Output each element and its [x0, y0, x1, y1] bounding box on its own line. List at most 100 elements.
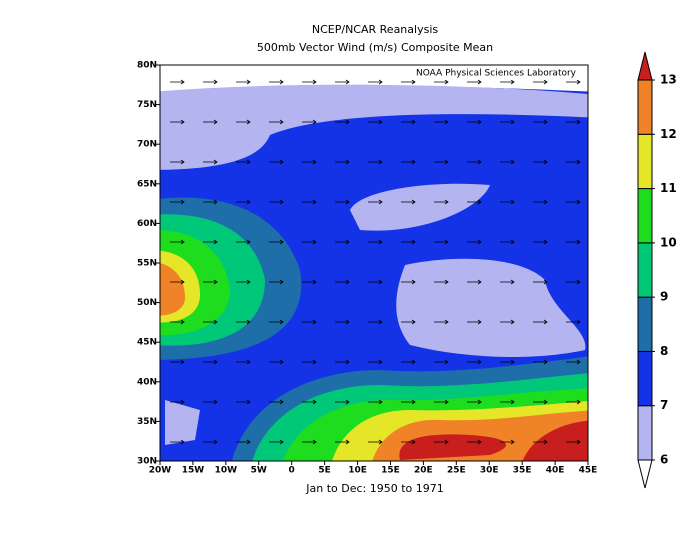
wind-arrow — [533, 119, 548, 125]
wind-arrow — [170, 159, 185, 165]
wind-arrow — [170, 239, 185, 245]
wind-arrow — [368, 79, 383, 85]
wind-arrow — [170, 279, 185, 285]
colorbar-label: 9 — [660, 290, 668, 304]
wind-arrow — [500, 439, 515, 445]
y-tick-label: 65N — [137, 179, 157, 189]
y-tick-label: 75N — [137, 100, 157, 110]
colorbar-label: 13 — [660, 73, 677, 87]
x-tick-label: 20W — [149, 466, 172, 476]
wind-arrow — [203, 399, 218, 405]
x-tick-label: 15E — [381, 466, 400, 476]
wind-arrow — [434, 439, 449, 445]
wind-arrow — [533, 159, 548, 165]
wind-arrow — [170, 119, 185, 125]
y-tick-label: 70N — [137, 140, 157, 150]
wind-arrow — [401, 439, 416, 445]
wind-arrow — [302, 159, 317, 165]
x-tick-label: 20E — [414, 466, 433, 476]
x-tick-label: 30E — [480, 466, 499, 476]
wind-arrow — [170, 199, 185, 205]
wind-arrow — [236, 399, 251, 405]
wind-arrow — [236, 159, 251, 165]
wind-arrow — [335, 359, 350, 365]
wind-arrow — [269, 119, 284, 125]
wind-arrow — [500, 159, 515, 165]
subtitle: 500mb Vector Wind (m/s) Composite Mean — [257, 41, 493, 54]
wind-arrow — [236, 319, 251, 325]
wind-arrow — [335, 319, 350, 325]
wind-arrow — [335, 239, 350, 245]
wind-arrow — [269, 239, 284, 245]
wind-arrow — [203, 199, 218, 205]
wind-arrow — [533, 239, 548, 245]
wind-arrow — [203, 319, 218, 325]
wind-arrow — [467, 319, 482, 325]
wind-arrow — [500, 239, 515, 245]
x-tick-label: 25E — [447, 466, 466, 476]
wind-arrow — [467, 119, 482, 125]
wind-arrow — [203, 359, 218, 365]
wind-arrow — [500, 359, 515, 365]
wind-arrow — [236, 279, 251, 285]
colorbar: 6 7 8 9 10 11 12 13 — [637, 51, 677, 489]
y-tick-label: 45N — [137, 338, 157, 348]
colorbar-band — [637, 350, 653, 407]
x-tick-label: 5W — [251, 466, 267, 476]
wind-arrow — [566, 119, 581, 125]
y-tick-label: 35N — [137, 417, 157, 427]
colorbar-band — [637, 405, 653, 461]
wind-arrow — [269, 359, 284, 365]
wind-arrow — [302, 79, 317, 85]
wind-arrow — [434, 399, 449, 405]
x-tick-label: 35E — [513, 466, 532, 476]
wind-arrow — [302, 239, 317, 245]
wind-arrow — [302, 119, 317, 125]
wind-arrow — [302, 359, 317, 365]
wind-arrow — [236, 239, 251, 245]
wind-arrow — [533, 359, 548, 365]
wind-arrow — [203, 439, 218, 445]
wind-arrow — [566, 159, 581, 165]
wind-arrow — [467, 279, 482, 285]
wind-arrow — [203, 239, 218, 245]
x-tick-label: 5E — [318, 466, 330, 476]
wind-arrow — [368, 359, 383, 365]
wind-arrow — [401, 199, 416, 205]
wind-arrow — [368, 399, 383, 405]
wind-arrow — [533, 439, 548, 445]
wind-arrow — [566, 319, 581, 325]
wind-arrow — [533, 279, 548, 285]
wind-arrow — [401, 359, 416, 365]
wind-arrow — [566, 439, 581, 445]
wind-arrow — [302, 439, 317, 445]
colorbar-under — [637, 459, 653, 489]
wind-arrow — [500, 119, 515, 125]
wind-arrow — [401, 239, 416, 245]
colorbar-band — [637, 79, 653, 135]
wind-arrow — [533, 79, 548, 85]
colorbar-label: 12 — [660, 127, 677, 141]
wind-arrow — [368, 199, 383, 205]
wind-arrow — [500, 399, 515, 405]
period: Jan to Dec: 1950 to 1971 — [305, 482, 444, 495]
wind-arrow — [203, 159, 218, 165]
x-tick-label: 10E — [348, 466, 367, 476]
contour-fills — [160, 65, 588, 461]
colorbar-band — [637, 296, 653, 352]
wind-arrow — [500, 319, 515, 325]
wind-arrow — [434, 279, 449, 285]
wind-arrow — [269, 279, 284, 285]
colorbar-label: 11 — [660, 181, 677, 195]
wind-arrow — [434, 79, 449, 85]
wind-arrow — [467, 399, 482, 405]
wind-arrow — [368, 239, 383, 245]
colorbar-over — [637, 51, 653, 81]
wind-arrow — [401, 319, 416, 325]
colorbar-band — [637, 188, 653, 244]
wind-arrow — [566, 359, 581, 365]
wind-arrow — [203, 119, 218, 125]
wind-arrow — [236, 119, 251, 125]
x-tick-label: 10W — [215, 466, 238, 476]
wind-arrow — [236, 199, 251, 205]
